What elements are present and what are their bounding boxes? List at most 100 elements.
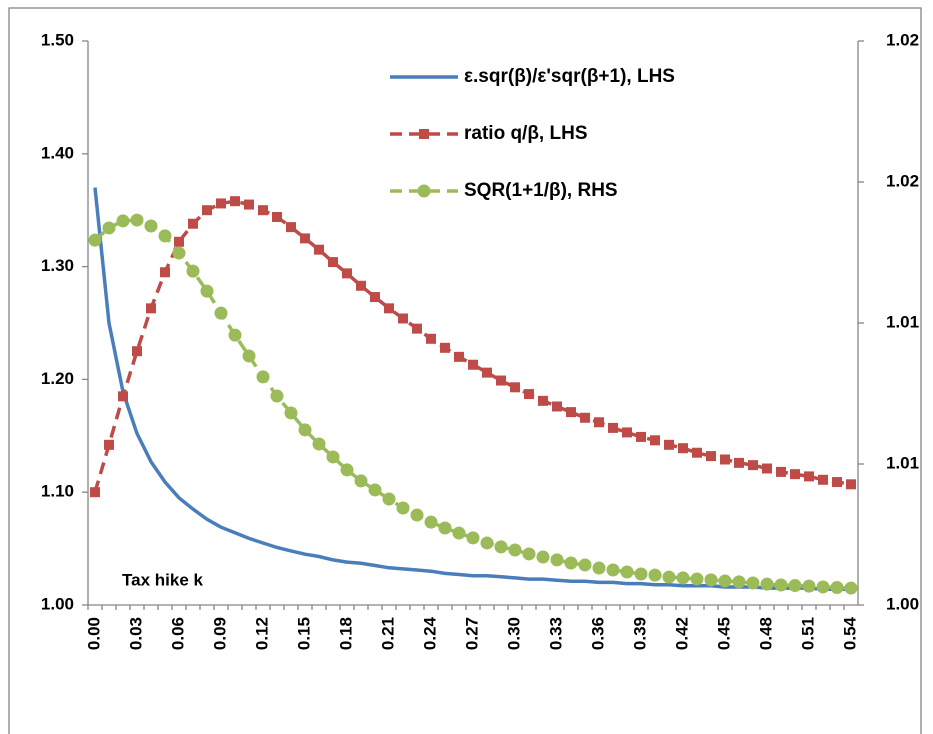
- marker: [832, 477, 842, 488]
- y-tick-label: 1.10: [41, 482, 74, 501]
- x-tick-label: 0.48: [756, 617, 775, 650]
- marker: [412, 323, 422, 334]
- x-tick-label: 0.33: [546, 617, 565, 650]
- marker: [144, 219, 158, 233]
- marker: [356, 280, 366, 291]
- marker: [746, 576, 760, 590]
- marker: [482, 367, 492, 378]
- marker: [592, 561, 606, 575]
- marker: [398, 313, 408, 324]
- marker: [788, 579, 802, 593]
- y2-tick-label: 1.02: [886, 30, 919, 49]
- marker: [804, 471, 814, 482]
- marker: [662, 570, 676, 584]
- marker: [636, 431, 646, 442]
- marker: [424, 515, 438, 529]
- marker: [480, 536, 494, 550]
- legend-label: ε.sqr(β)/ε'sqr(β+1), LHS: [464, 66, 675, 87]
- marker: [214, 306, 228, 320]
- annotation: Tax hike k: [122, 570, 203, 589]
- marker: [790, 469, 800, 480]
- marker: [830, 581, 844, 595]
- marker: [172, 246, 186, 260]
- y-tick-label: 1.20: [41, 369, 74, 388]
- marker: [734, 457, 744, 468]
- legend-marker: [419, 129, 429, 139]
- marker: [104, 439, 114, 450]
- marker: [648, 568, 662, 582]
- x-tick-label: 0.09: [210, 617, 229, 650]
- marker: [200, 284, 214, 298]
- marker: [270, 389, 284, 403]
- marker: [298, 423, 312, 437]
- marker: [382, 492, 396, 506]
- marker: [578, 558, 592, 572]
- marker: [748, 460, 758, 471]
- x-tick-label: 0.00: [84, 617, 103, 650]
- marker: [426, 333, 436, 344]
- y2-tick-label: 1.01: [886, 312, 919, 331]
- marker: [384, 303, 394, 314]
- marker: [494, 540, 508, 554]
- marker: [846, 479, 856, 490]
- x-tick-label: 0.15: [294, 617, 313, 650]
- y2-tick-label: 1.00: [886, 594, 919, 613]
- marker: [522, 547, 536, 561]
- x-tick-label: 0.45: [714, 617, 733, 650]
- marker: [258, 205, 268, 216]
- marker: [228, 328, 242, 342]
- marker: [760, 577, 774, 591]
- marker: [452, 526, 466, 540]
- marker: [622, 427, 632, 438]
- marker: [510, 382, 520, 393]
- marker: [186, 264, 200, 278]
- marker: [256, 370, 270, 384]
- y-tick-label: 1.00: [41, 594, 74, 613]
- marker: [818, 474, 828, 485]
- marker: [90, 487, 100, 498]
- marker: [340, 463, 354, 477]
- marker: [216, 198, 226, 209]
- marker: [650, 435, 660, 446]
- y-tick-label: 1.50: [41, 30, 74, 49]
- marker: [300, 233, 310, 244]
- marker: [146, 303, 156, 314]
- marker: [438, 521, 452, 535]
- marker: [606, 563, 620, 577]
- marker: [368, 483, 382, 497]
- marker: [396, 501, 410, 515]
- marker: [132, 346, 142, 357]
- x-tick-label: 0.42: [672, 617, 691, 650]
- marker: [370, 292, 380, 303]
- x-tick-label: 0.36: [588, 617, 607, 650]
- marker: [720, 454, 730, 465]
- marker: [816, 580, 830, 594]
- marker: [158, 229, 172, 243]
- marker: [774, 578, 788, 592]
- marker: [118, 391, 128, 402]
- x-tick-label: 0.03: [126, 617, 145, 650]
- marker: [718, 574, 732, 588]
- marker: [328, 257, 338, 268]
- x-tick-label: 0.18: [336, 617, 355, 650]
- marker: [188, 218, 198, 229]
- marker: [634, 567, 648, 581]
- marker: [410, 508, 424, 522]
- marker: [88, 233, 102, 247]
- marker: [676, 571, 690, 585]
- marker: [242, 349, 256, 363]
- marker: [312, 437, 326, 451]
- marker: [230, 196, 240, 207]
- marker: [620, 565, 634, 579]
- marker: [566, 407, 576, 418]
- marker: [454, 351, 464, 362]
- marker: [538, 395, 548, 406]
- marker: [468, 359, 478, 370]
- marker: [508, 543, 522, 557]
- marker: [802, 579, 816, 593]
- marker: [552, 401, 562, 412]
- marker: [202, 205, 212, 216]
- marker: [844, 581, 858, 595]
- marker: [244, 199, 254, 210]
